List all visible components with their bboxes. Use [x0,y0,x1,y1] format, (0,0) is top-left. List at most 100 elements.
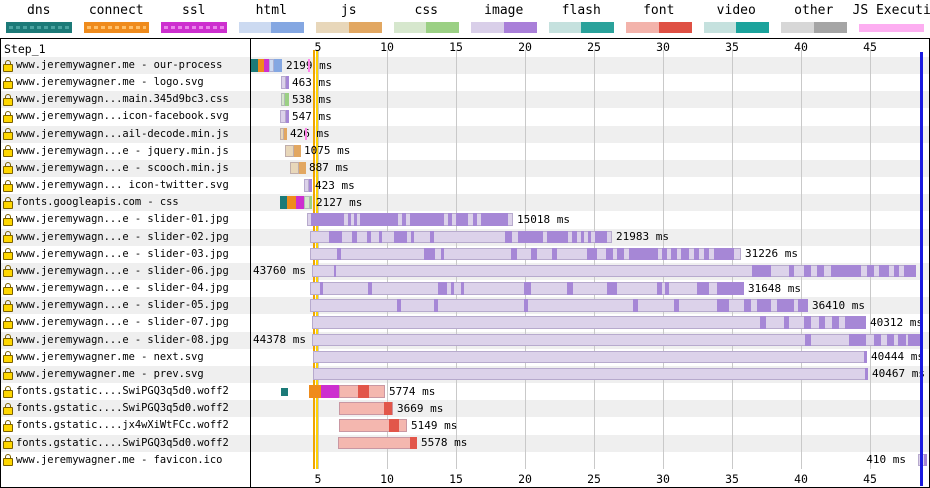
request-label[interactable]: www.jeremywagn...icon-facebook.svg [16,110,229,123]
request-bar-chunk[interactable] [348,213,351,226]
request-label[interactable]: fonts.gstatic....SwiPGQ3q5d0.woff2 [16,436,229,449]
request-bar-segment-css_l[interactable] [281,93,285,106]
request-label[interactable]: www.jeremywagn...e - slider-07.jpg [16,316,229,329]
request-label[interactable]: fonts.gstatic....SwiPGQ3q5d0.woff2 [16,385,229,398]
request-label[interactable]: www.jeremywagn...e - slider-06.jpg [16,264,229,277]
request-bar-chunk[interactable] [473,213,477,226]
request-label[interactable]: www.jeremywagn...e - scooch.min.js [16,161,229,174]
request-bar-chunk[interactable] [819,316,825,329]
request-bar-segment-img_l[interactable] [281,76,286,89]
request-label[interactable]: www.jeremywagner.me - prev.svg [16,367,204,380]
request-bar-chunk[interactable] [448,213,452,226]
request-label[interactable]: www.jeremywagn...main.345d9bc3.css [16,93,229,106]
request-bar-segment-img_l[interactable] [313,367,868,381]
request-bar-chunk[interactable] [924,453,927,467]
request-label[interactable]: www.jeremywagner.me - favicon.ico [16,453,223,466]
request-bar-chunk[interactable] [410,436,417,450]
request-bar-chunk[interactable] [849,333,866,347]
request-bar-chunk[interactable] [817,264,824,278]
request-bar-segment-js_d[interactable] [294,144,301,158]
request-bar-chunk[interactable] [864,350,867,364]
request-bar-chunk[interactable] [547,230,568,244]
request-bar-chunk[interactable] [410,213,444,226]
request-bar-segment-js_d[interactable] [284,127,287,141]
request-bar-segment-img_l[interactable] [312,264,916,278]
request-bar-chunk[interactable] [358,385,369,398]
request-bar-chunk[interactable] [607,282,617,295]
request-bar-chunk[interactable] [329,230,342,244]
request-bar-segment-ssl[interactable] [264,59,269,72]
request-bar-chunk[interactable] [384,402,392,415]
request-bar-chunk[interactable] [904,264,916,278]
request-bar-chunk[interactable] [714,247,734,261]
request-bar-chunk[interactable] [354,213,357,226]
request-bar-chunk[interactable] [831,264,861,278]
request-bar-chunk[interactable] [694,247,699,261]
request-bar-chunk[interactable] [865,367,868,381]
request-label[interactable]: www.jeremywagn...e - slider-04.jpg [16,282,229,295]
request-bar-chunk[interactable] [411,230,414,244]
request-bar-chunk[interactable] [681,247,689,261]
request-bar-chunk[interactable] [665,282,669,295]
request-label[interactable]: www.jeremywagn...ail-decode.min.js [16,127,229,140]
request-bar-segment-connect[interactable] [309,385,321,398]
request-label[interactable]: fonts.gstatic....SwiPGQ3q5d0.woff2 [16,402,229,415]
request-bar-chunk[interactable] [832,316,839,329]
request-bar-chunk[interactable] [334,264,336,278]
request-bar-chunk[interactable] [397,299,401,312]
request-bar-chunk[interactable] [879,264,889,278]
request-bar-chunk[interactable] [320,282,323,295]
request-bar-chunk[interactable] [352,230,357,244]
request-bar-chunk[interactable] [438,282,447,295]
request-bar-chunk[interactable] [567,282,573,295]
request-bar-segment-dns[interactable] [280,196,287,209]
request-bar-chunk[interactable] [531,247,537,261]
request-bar-chunk[interactable] [434,299,438,312]
request-bar-segment-img_l[interactable] [313,350,867,364]
request-label[interactable]: fonts.gstatic....jx4wXiWtFCc.woff2 [16,419,229,432]
request-bar-chunk[interactable] [389,419,399,432]
request-bar-chunk[interactable] [777,299,794,312]
request-bar-chunk[interactable] [657,282,662,295]
request-bar-segment-css_l[interactable] [304,196,310,209]
request-bar-chunk[interactable] [874,333,881,347]
request-bar-chunk[interactable] [461,282,464,295]
request-bar-chunk[interactable] [784,316,789,329]
request-bar-segment-img_d[interactable] [309,179,312,192]
request-bar-chunk[interactable] [697,282,709,295]
request-bar-chunk[interactable] [744,299,751,312]
request-bar-segment-connect[interactable] [258,59,264,72]
request-bar-chunk[interactable] [804,264,811,278]
request-bar-chunk[interactable] [805,333,811,347]
request-bar-chunk[interactable] [424,247,435,261]
request-label[interactable]: www.jeremywagn...e - slider-05.jpg [16,299,229,312]
request-label[interactable]: www.jeremywagn...e - jquery.min.js [16,144,229,157]
request-bar-chunk[interactable] [451,282,454,295]
request-bar-chunk[interactable] [717,299,729,312]
request-label[interactable]: www.jeremywagn... icon-twitter.svg [16,179,229,192]
request-bar-chunk[interactable] [588,230,591,244]
request-bar-segment-img_l[interactable] [312,333,920,347]
request-bar-chunk[interactable] [760,316,766,329]
request-bar-chunk[interactable] [629,247,658,261]
request-bar-chunk[interactable] [674,299,679,312]
request-label[interactable]: fonts.googleapis.com - css [16,196,179,209]
request-bar-segment-ssl[interactable] [296,196,304,209]
request-bar-chunk[interactable] [717,282,744,295]
request-bar-segment-img_l[interactable] [310,299,808,312]
request-bar-segment-css_d[interactable] [310,196,312,209]
request-bar-segment-js_l[interactable] [285,144,294,158]
request-bar-chunk[interactable] [587,247,597,261]
request-bar-segment-dns[interactable] [281,387,288,396]
request-bar-chunk[interactable] [481,213,508,226]
request-bar-chunk[interactable] [908,333,920,347]
request-bar-chunk[interactable] [798,299,808,312]
request-bar-segment-dns[interactable] [251,59,258,72]
request-bar-chunk[interactable] [617,247,624,261]
request-bar-chunk[interactable] [379,230,382,244]
request-label[interactable]: www.jeremywagn...e - slider-01.jpg [16,213,229,226]
request-bar-chunk[interactable] [572,230,577,244]
request-label[interactable]: www.jeremywagn...e - slider-03.jpg [16,247,229,260]
request-bar-segment-html_l[interactable] [269,59,274,72]
request-bar-chunk[interactable] [898,333,906,347]
